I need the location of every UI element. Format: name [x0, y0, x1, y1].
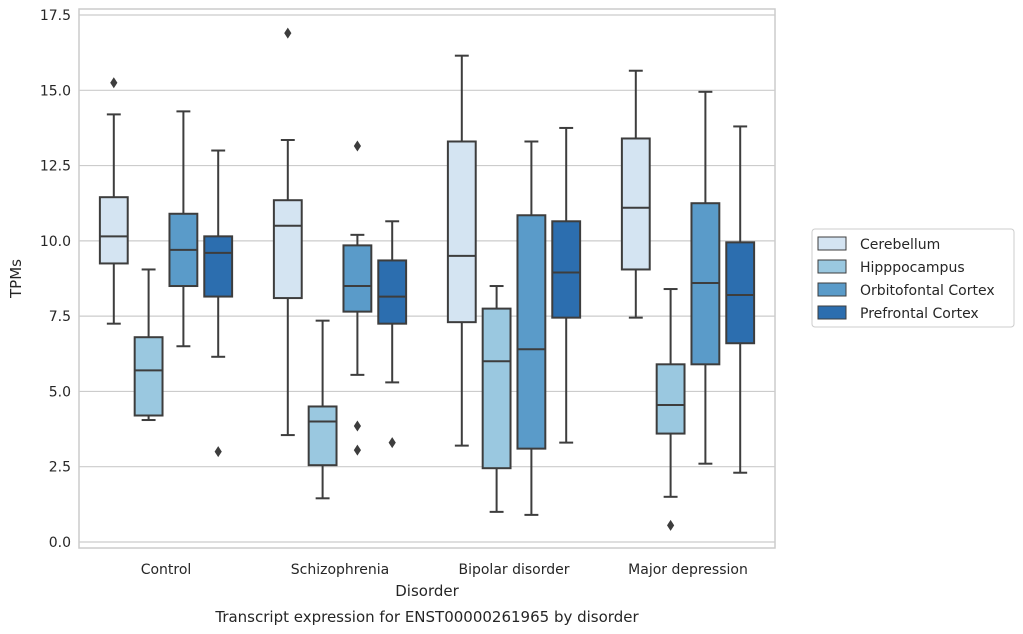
- legend-label: Cerebellum: [860, 237, 940, 253]
- legend-frame: [811, 228, 1015, 328]
- legend-item: Orbitofontal Cortex: [817, 282, 995, 299]
- box-prefrontal-cortex-control: [203, 149, 234, 458]
- x-axis-label: Disorder: [395, 582, 459, 600]
- outlier-point: [284, 27, 292, 39]
- y-tick-label: 15.0: [40, 83, 71, 99]
- box-hipppocampus-schizophrenia: [307, 319, 338, 500]
- box-cerebellum-bipolar-disorder: [446, 54, 477, 447]
- y-tick-label: 5.0: [49, 384, 71, 400]
- outlier-point: [388, 437, 396, 449]
- box-iqr: [725, 241, 756, 345]
- x-tick-label: Major depression: [628, 562, 748, 578]
- box-iqr: [620, 137, 651, 271]
- y-tick-label: 10.0: [40, 234, 71, 250]
- legend-swatch: [817, 236, 847, 251]
- box-iqr: [446, 140, 477, 324]
- box-iqr: [98, 196, 129, 265]
- box-iqr: [272, 199, 303, 300]
- y-axis-ticks: 0.0 2.5 5.0 7.5 10.0 12.5 15.0 17.5: [40, 8, 71, 551]
- box-orbitofontal-cortex-major-depression: [690, 90, 721, 465]
- y-tick-label: 2.5: [49, 460, 71, 476]
- box-iqr: [377, 259, 408, 325]
- box-iqr: [516, 214, 547, 450]
- box-cerebellum-major-depression: [620, 69, 651, 319]
- outlier-point: [353, 444, 361, 456]
- plot-frame: [78, 8, 776, 549]
- legend-swatch: [817, 259, 847, 274]
- y-tick-label: 7.5: [49, 309, 71, 325]
- box-hipppocampus-major-depression: [655, 288, 686, 531]
- box-orbitofontal-cortex-bipolar-disorder: [516, 140, 547, 516]
- box-iqr: [481, 307, 512, 470]
- box-prefrontal-cortex-major-depression: [725, 125, 756, 474]
- box-prefrontal-cortex-schizophrenia: [377, 220, 408, 449]
- x-axis-ticks: Control Schizophrenia Bipolar disorder Majo…: [141, 562, 748, 578]
- y-tick-label: 12.5: [40, 159, 71, 175]
- box-iqr: [203, 235, 234, 298]
- x-tick-label: Control: [141, 562, 192, 578]
- legend-item: Prefrontal Cortex: [817, 305, 979, 322]
- x-tick-label: Schizophrenia: [291, 562, 389, 578]
- legend-label: Hipppocampus: [860, 260, 965, 276]
- y-tick-label: 0.0: [49, 535, 71, 551]
- legend-swatch: [817, 305, 847, 320]
- y-tick-label: 17.5: [40, 8, 71, 24]
- x-tick-label: Bipolar disorder: [458, 562, 569, 578]
- outlier-point: [353, 140, 361, 152]
- legend: Cerebellum Hipppocampus Orbitofontal Corte…: [811, 228, 1015, 328]
- box-cerebellum-control: [98, 77, 129, 325]
- box-prefrontal-cortex-bipolar-disorder: [551, 126, 582, 444]
- outlier-point: [667, 519, 675, 531]
- box-iqr: [655, 363, 686, 435]
- box-iqr: [307, 405, 338, 467]
- box-hipppocampus-control: [133, 268, 164, 422]
- y-axis-label: TPMs: [7, 259, 25, 299]
- box-orbitofontal-cortex-schizophrenia: [342, 140, 373, 456]
- box-iqr: [133, 336, 164, 417]
- legend-label: Orbitofontal Cortex: [860, 283, 995, 299]
- outlier-point: [214, 446, 222, 458]
- outlier-point: [110, 77, 118, 89]
- box-iqr: [551, 220, 582, 319]
- legend-label: Prefrontal Cortex: [860, 306, 979, 322]
- boxes: [98, 27, 756, 531]
- outlier-point: [353, 420, 361, 432]
- legend-item: Hipppocampus: [817, 259, 965, 276]
- chart-caption: Transcript expression for ENST0000026196…: [214, 608, 639, 626]
- legend-swatch: [817, 282, 847, 297]
- box-orbitofontal-cortex-control: [168, 110, 199, 348]
- legend-item: Cerebellum: [817, 236, 940, 253]
- box-iqr: [342, 244, 373, 313]
- box-hipppocampus-bipolar-disorder: [481, 285, 512, 513]
- box-cerebellum-schizophrenia: [272, 27, 303, 437]
